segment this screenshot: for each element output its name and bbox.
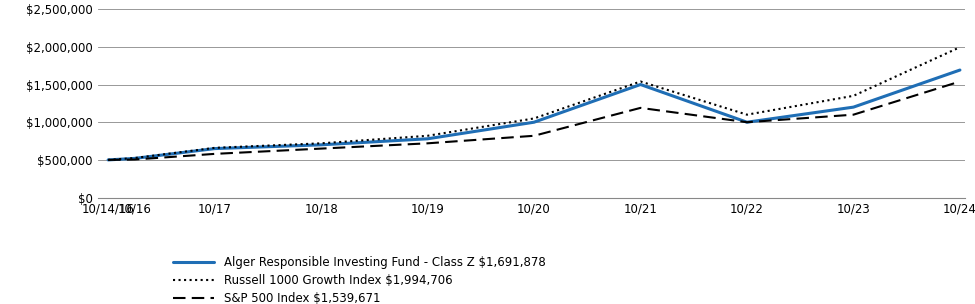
Alger Responsible Investing Fund - Class Z $1,691,878	[847, 105, 859, 109]
Alger Responsible Investing Fund - Class Z $1,691,878	[528, 120, 540, 124]
S&P 500 Index $1,539,671	[955, 80, 966, 83]
S&P 500 Index $1,539,671	[129, 158, 140, 161]
Russell 1000 Growth Index $1,994,706	[129, 156, 140, 160]
Russell 1000 Growth Index $1,994,706	[847, 94, 859, 98]
Line: Alger Responsible Investing Fund - Class Z $1,691,878: Alger Responsible Investing Fund - Class…	[108, 70, 960, 160]
S&P 500 Index $1,539,671	[847, 113, 859, 116]
Alger Responsible Investing Fund - Class Z $1,691,878	[955, 68, 966, 72]
Russell 1000 Growth Index $1,994,706	[102, 158, 114, 162]
Alger Responsible Investing Fund - Class Z $1,691,878	[209, 147, 220, 150]
S&P 500 Index $1,539,671	[422, 141, 434, 145]
Line: S&P 500 Index $1,539,671: S&P 500 Index $1,539,671	[108, 81, 960, 160]
S&P 500 Index $1,539,671	[102, 158, 114, 162]
Russell 1000 Growth Index $1,994,706	[422, 134, 434, 138]
S&P 500 Index $1,539,671	[741, 120, 753, 124]
Russell 1000 Growth Index $1,994,706	[741, 113, 753, 116]
Alger Responsible Investing Fund - Class Z $1,691,878	[129, 157, 140, 160]
Russell 1000 Growth Index $1,994,706	[955, 45, 966, 49]
S&P 500 Index $1,539,671	[315, 147, 327, 150]
S&P 500 Index $1,539,671	[209, 152, 220, 156]
Russell 1000 Growth Index $1,994,706	[635, 80, 646, 83]
Legend: Alger Responsible Investing Fund - Class Z $1,691,878, Russell 1000 Growth Index: Alger Responsible Investing Fund - Class…	[173, 256, 545, 304]
Russell 1000 Growth Index $1,994,706	[209, 146, 220, 150]
Russell 1000 Growth Index $1,994,706	[315, 141, 327, 145]
Alger Responsible Investing Fund - Class Z $1,691,878	[315, 143, 327, 147]
Alger Responsible Investing Fund - Class Z $1,691,878	[635, 83, 646, 86]
S&P 500 Index $1,539,671	[635, 106, 646, 110]
Russell 1000 Growth Index $1,994,706	[528, 117, 540, 120]
Alger Responsible Investing Fund - Class Z $1,691,878	[422, 137, 434, 141]
Alger Responsible Investing Fund - Class Z $1,691,878	[102, 158, 114, 162]
S&P 500 Index $1,539,671	[528, 134, 540, 138]
Line: Russell 1000 Growth Index $1,994,706: Russell 1000 Growth Index $1,994,706	[108, 47, 960, 160]
Alger Responsible Investing Fund - Class Z $1,691,878	[741, 120, 753, 124]
